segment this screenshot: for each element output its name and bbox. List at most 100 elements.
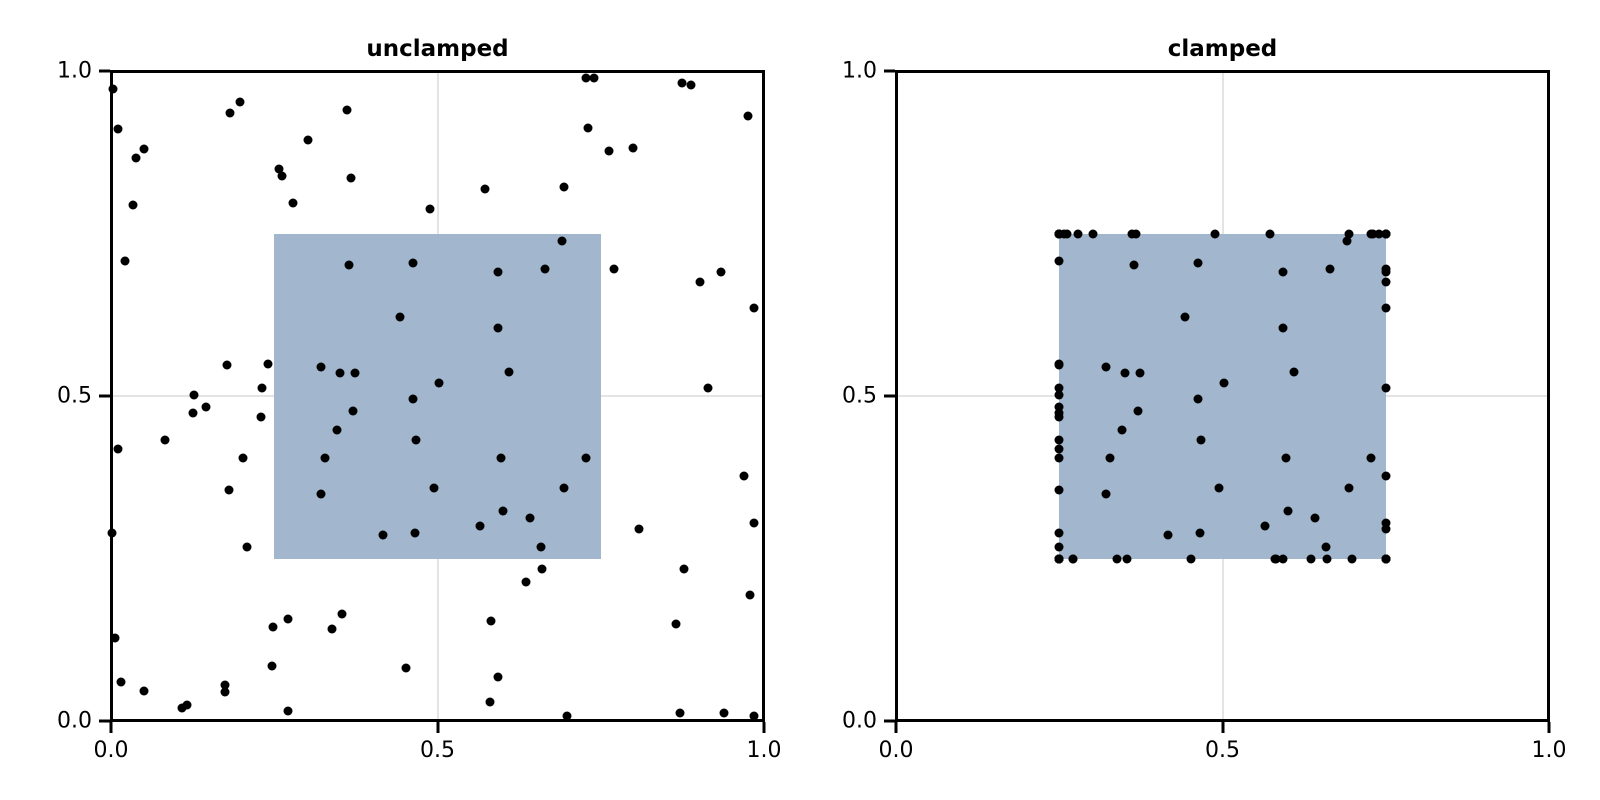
data-point bbox=[1117, 425, 1127, 435]
data-point bbox=[609, 264, 619, 274]
data-point bbox=[1214, 483, 1224, 493]
data-point bbox=[335, 368, 345, 378]
data-point bbox=[1381, 554, 1391, 563]
data-point bbox=[267, 661, 277, 671]
data-point bbox=[677, 78, 687, 88]
clamp-region-rect bbox=[1059, 233, 1386, 559]
data-point bbox=[1381, 229, 1391, 238]
x-tick-label: 0.5 bbox=[1205, 738, 1240, 763]
data-point bbox=[1101, 489, 1111, 498]
data-point bbox=[139, 144, 149, 154]
data-point bbox=[1344, 229, 1354, 238]
data-point bbox=[1381, 383, 1391, 393]
data-point bbox=[110, 633, 120, 643]
x-tick-label: 0.0 bbox=[93, 738, 129, 763]
data-point bbox=[675, 708, 685, 718]
y-tick bbox=[99, 394, 110, 398]
data-point bbox=[220, 687, 230, 697]
data-point bbox=[1321, 542, 1331, 552]
data-point bbox=[348, 406, 358, 416]
data-point bbox=[425, 204, 435, 214]
data-point bbox=[745, 590, 755, 600]
data-point bbox=[1281, 453, 1291, 463]
y-tick-label: 0.0 bbox=[842, 708, 877, 734]
plot-title-clamped: clamped bbox=[1167, 35, 1278, 62]
data-point bbox=[107, 528, 117, 537]
data-point bbox=[120, 256, 130, 266]
data-point bbox=[1270, 554, 1280, 563]
data-point bbox=[1054, 256, 1064, 266]
data-point bbox=[536, 542, 546, 552]
data-point bbox=[303, 135, 313, 145]
data-point bbox=[238, 453, 248, 463]
data-point bbox=[225, 108, 235, 118]
data-point bbox=[160, 435, 170, 445]
y-tick-label: 0.5 bbox=[57, 383, 92, 409]
data-point bbox=[1054, 408, 1064, 418]
data-point bbox=[525, 513, 535, 523]
data-point bbox=[1278, 554, 1288, 563]
data-point bbox=[686, 80, 696, 90]
data-point bbox=[108, 84, 118, 94]
data-point bbox=[1127, 229, 1137, 238]
data-point bbox=[1381, 524, 1391, 534]
data-point bbox=[1054, 383, 1064, 393]
data-point bbox=[1135, 368, 1145, 378]
data-point bbox=[521, 577, 531, 587]
data-point bbox=[327, 624, 337, 634]
data-point bbox=[1195, 528, 1205, 537]
data-point bbox=[283, 706, 293, 716]
data-point bbox=[277, 171, 287, 181]
data-point bbox=[288, 198, 298, 208]
data-point bbox=[493, 672, 503, 682]
data-point bbox=[395, 312, 405, 322]
data-point bbox=[128, 200, 138, 210]
y-tick bbox=[884, 719, 895, 723]
scatter-points-layer bbox=[107, 71, 764, 721]
data-point bbox=[604, 146, 614, 156]
y-tick-label: 1.0 bbox=[57, 58, 92, 84]
data-point bbox=[1105, 453, 1115, 463]
data-point bbox=[1180, 312, 1190, 322]
data-point bbox=[1129, 260, 1139, 270]
data-point bbox=[257, 383, 267, 393]
data-point bbox=[344, 260, 354, 270]
data-point bbox=[504, 367, 514, 377]
data-point bbox=[1193, 394, 1203, 404]
data-point bbox=[1054, 402, 1064, 412]
data-point bbox=[1088, 229, 1098, 238]
data-point bbox=[235, 97, 245, 107]
data-point bbox=[628, 143, 638, 153]
data-point bbox=[342, 105, 352, 115]
data-point bbox=[188, 408, 198, 418]
subplot-clamped: clamped 0.0 0.5 1.0 0.0 0.5 1.0 bbox=[842, 36, 1567, 763]
data-point bbox=[493, 323, 503, 333]
x-tick bbox=[894, 722, 898, 733]
region-layer bbox=[896, 71, 1549, 721]
data-point bbox=[408, 394, 418, 404]
data-point bbox=[1278, 323, 1288, 333]
data-point bbox=[716, 267, 726, 277]
data-point bbox=[283, 614, 293, 624]
x-tick bbox=[1221, 722, 1224, 733]
data-point bbox=[634, 524, 644, 534]
data-point bbox=[1068, 554, 1078, 563]
subplot-unclamped: unclamped 0.0 0.5 1.0 0.0 0.5 1.0 bbox=[57, 36, 782, 763]
data-point bbox=[1381, 267, 1391, 277]
data-point bbox=[739, 471, 749, 481]
x-tick-label: 1.0 bbox=[1531, 738, 1567, 763]
data-point bbox=[1283, 506, 1293, 516]
data-point bbox=[679, 564, 689, 574]
y-tick-label: 0.5 bbox=[842, 383, 877, 409]
data-point bbox=[540, 264, 550, 274]
data-point bbox=[346, 173, 356, 183]
clamp-region-rect bbox=[274, 233, 601, 559]
data-point bbox=[1122, 554, 1131, 563]
x-tick-label: 1.0 bbox=[746, 738, 782, 763]
data-point bbox=[1306, 554, 1316, 563]
data-point bbox=[1289, 367, 1299, 377]
data-point bbox=[1344, 483, 1354, 493]
data-point bbox=[274, 164, 284, 174]
scatter-points-layer bbox=[896, 71, 1549, 721]
data-point bbox=[337, 609, 346, 619]
